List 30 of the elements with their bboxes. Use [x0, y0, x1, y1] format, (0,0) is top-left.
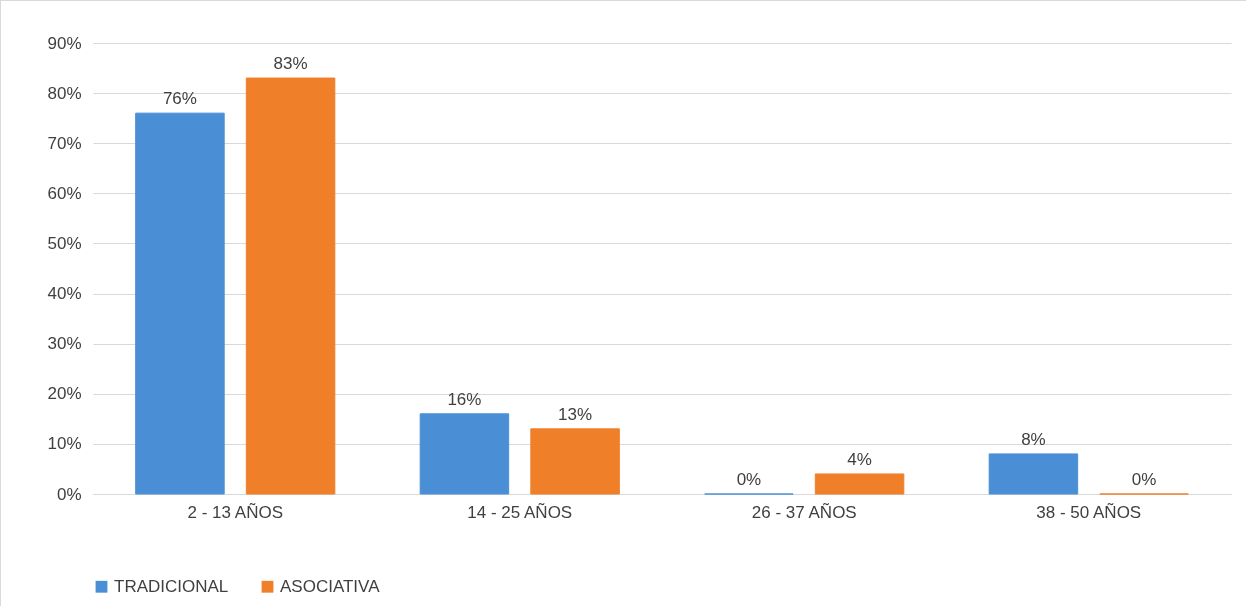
data-label: 83%	[273, 54, 308, 74]
x-tick-label: 14 - 25 AÑOS	[467, 502, 573, 522]
x-tick-label: 26 - 37 AÑOS	[751, 502, 857, 522]
data-label: 0%	[736, 470, 762, 489]
data-label: 16%	[447, 389, 482, 409]
y-tick-label: 60%	[47, 183, 82, 203]
legend-label: TRADICIONAL	[114, 576, 229, 596]
y-tick-label: 30%	[47, 334, 82, 354]
y-tick-label: 0%	[56, 484, 82, 504]
y-tick-label: 90%	[47, 33, 82, 53]
bar	[988, 453, 1079, 495]
y-tick-label: 40%	[47, 284, 82, 304]
y-tick-label: 20%	[47, 384, 82, 404]
y-tick-label: 70%	[47, 133, 82, 153]
x-tick-label: 2 - 13 AÑOS	[187, 502, 283, 522]
legend-label: ASOCIATIVA	[280, 576, 381, 596]
data-label: 0%	[1131, 470, 1157, 489]
data-label: 4%	[847, 449, 872, 469]
bar	[530, 428, 620, 495]
data-label: 13%	[558, 404, 593, 424]
y-tick-label: 10%	[47, 434, 82, 454]
bar	[419, 413, 510, 495]
data-label: 8%	[1021, 429, 1046, 449]
bar	[814, 473, 905, 495]
y-tick-label: 80%	[47, 83, 82, 103]
bar	[245, 77, 336, 495]
data-label: 76%	[162, 89, 197, 109]
x-tick-label: 38 - 50 AÑOS	[1036, 502, 1142, 522]
bar	[135, 112, 225, 495]
y-tick-label: 50%	[47, 233, 82, 253]
